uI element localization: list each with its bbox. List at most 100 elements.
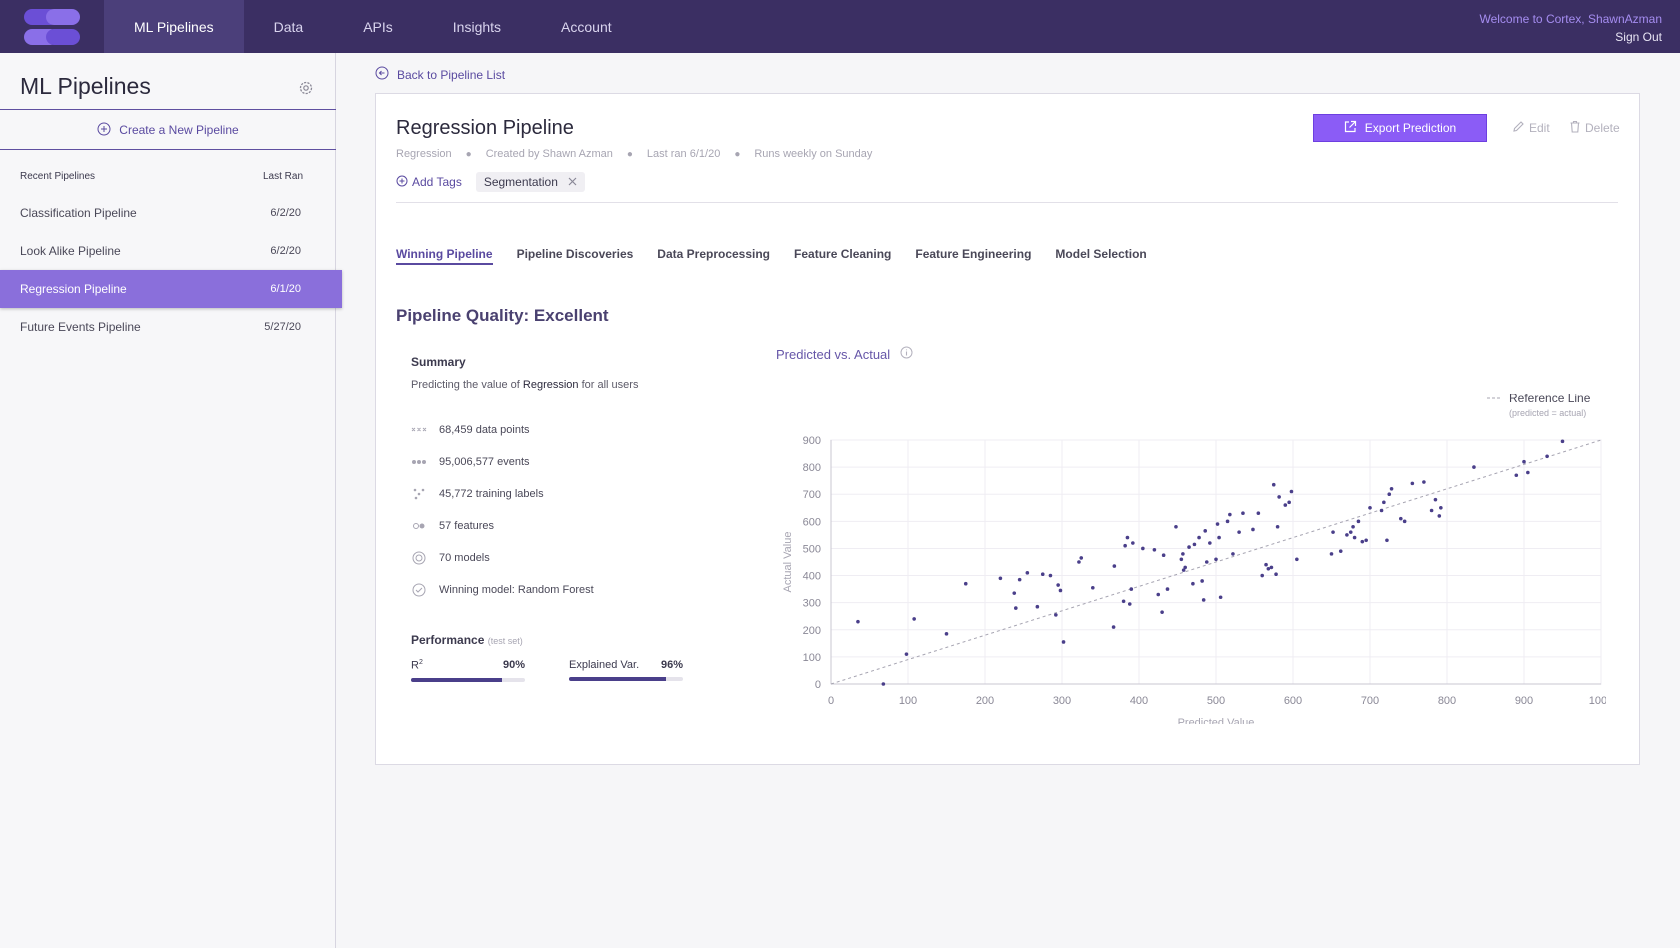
- data-point: [1035, 604, 1040, 609]
- back-to-list-link[interactable]: Back to Pipeline List: [375, 66, 505, 83]
- sidebar-item-date: 6/2/20: [270, 207, 301, 219]
- features-icon: [411, 519, 427, 533]
- tab-feature-engineering[interactable]: Feature Engineering: [915, 247, 1032, 261]
- sidebar-item-classification[interactable]: Classification Pipeline 6/2/20: [0, 194, 342, 232]
- data-point: [1127, 602, 1132, 606]
- summary-text: Predicting the value of Regression for a…: [411, 379, 638, 391]
- delete-button[interactable]: Delete: [1569, 120, 1620, 136]
- legend-sublabel: (predicted = actual): [1509, 408, 1586, 418]
- sidebar-item-future-events[interactable]: Future Events Pipeline 5/27/20: [0, 308, 342, 346]
- edit-button[interactable]: Edit: [1512, 120, 1550, 136]
- meta-last-ran: Last ran 6/1/20: [646, 148, 721, 160]
- data-point: [1131, 541, 1135, 545]
- stat-models: 70 models: [411, 551, 490, 565]
- data-point: [856, 619, 860, 624]
- page-title: Regression Pipeline: [396, 117, 574, 139]
- sidebar-item-date: 5/27/20: [264, 321, 301, 333]
- nav-ml-pipelines[interactable]: ML Pipelines: [104, 0, 244, 53]
- summary-target: Regression: [522, 379, 579, 391]
- sign-out-link[interactable]: Sign Out: [1615, 30, 1662, 44]
- create-pipeline-button[interactable]: Create a New Pipeline: [0, 110, 336, 150]
- data-point: [1385, 538, 1389, 543]
- data-point: [1181, 552, 1185, 556]
- data-point: [1345, 533, 1349, 537]
- arrow-left-circle-icon: [375, 66, 389, 83]
- tab-feature-cleaning[interactable]: Feature Cleaning: [794, 247, 892, 261]
- nav-apis[interactable]: APIs: [363, 18, 393, 35]
- stat-features: 57 features: [411, 519, 494, 533]
- y-tick-label: 200: [803, 625, 821, 637]
- data-point: [1225, 519, 1230, 524]
- data-point: [1061, 640, 1066, 644]
- data-point: [1351, 524, 1355, 529]
- data-point: [1289, 489, 1294, 494]
- data-point: [1402, 519, 1407, 524]
- sidebar-item-regression[interactable]: Regression Pipeline 6/1/20: [0, 270, 342, 308]
- data-point: [1165, 587, 1170, 591]
- data-point: [1329, 552, 1334, 556]
- y-tick-label: 600: [803, 516, 821, 528]
- data-point: [1399, 516, 1403, 521]
- stat-text: 57 features: [439, 520, 495, 532]
- stat-data-points: 68,459 data points: [411, 423, 530, 437]
- data-point: [1422, 480, 1426, 484]
- nav-insights[interactable]: Insights: [452, 18, 502, 35]
- data-point: [1360, 539, 1365, 544]
- data-point: [1271, 482, 1276, 487]
- nav-account[interactable]: Account: [561, 18, 612, 35]
- stat-text: 95,006,577 events: [439, 456, 530, 468]
- sidebar-item-label: Classification Pipeline: [20, 206, 137, 220]
- data-point: [1197, 535, 1201, 540]
- data-point: [1174, 524, 1178, 529]
- data-point: [1352, 535, 1357, 540]
- y-tick-label: 300: [803, 598, 821, 610]
- metric-label-text: R: [411, 659, 419, 672]
- export-prediction-button[interactable]: Export Prediction: [1313, 114, 1487, 142]
- tab-data-preprocessing[interactable]: Data Preprocessing: [657, 247, 771, 261]
- data-point: [1161, 553, 1166, 558]
- sidebar-item-label: Future Events Pipeline: [20, 320, 141, 334]
- metric-label: Explained Var.: [569, 659, 640, 671]
- delete-label: Delete: [1585, 121, 1620, 135]
- add-tags-button[interactable]: Add Tags: [396, 175, 462, 190]
- performance-label: Performance: [411, 633, 485, 647]
- data-point: [998, 576, 1003, 581]
- data-point: [1269, 565, 1274, 570]
- performance-heading: Performance (test set): [411, 633, 523, 647]
- data-point: [1123, 543, 1127, 548]
- gear-icon[interactable]: [298, 80, 314, 96]
- info-icon[interactable]: [900, 346, 913, 362]
- chart-title: Predicted vs. Actual: [776, 346, 891, 362]
- metric-value: 96%: [660, 659, 683, 671]
- data-point: [1204, 560, 1209, 564]
- tab-model-selection[interactable]: Model Selection: [1055, 247, 1147, 261]
- models-icon: [411, 551, 427, 565]
- data-point: [1200, 579, 1204, 583]
- data-point: [1183, 565, 1187, 570]
- data-point: [1433, 497, 1438, 502]
- data-point: [1295, 557, 1299, 562]
- data-point: [1260, 573, 1264, 578]
- nav-data[interactable]: Data: [273, 18, 304, 35]
- create-pipeline-label: Create a New Pipeline: [119, 123, 239, 137]
- tab-pipeline-discoveries[interactable]: Pipeline Discoveries: [516, 247, 634, 261]
- data-point: [1368, 505, 1372, 510]
- x-tick-label: 300: [1053, 695, 1071, 707]
- sidebar-item-look-alike[interactable]: Look Alike Pipeline 6/2/20: [0, 232, 342, 270]
- recent-pipelines-header: Recent Pipelines: [20, 171, 96, 182]
- y-tick-label: 500: [803, 543, 821, 555]
- data-point: [1054, 613, 1058, 617]
- user-area: Welcome to Cortex, ShawnAzman Sign Out: [1479, 10, 1662, 46]
- close-icon[interactable]: [568, 175, 577, 189]
- tab-winning-pipeline[interactable]: Winning Pipeline: [396, 247, 493, 265]
- progress-fill: [411, 677, 503, 682]
- sidebar-item-date: 6/2/20: [270, 245, 301, 257]
- summary-heading: Summary: [411, 355, 466, 369]
- cortex-logo[interactable]: [0, 0, 104, 53]
- data-point: [1382, 500, 1386, 505]
- summary-post: for all users: [578, 379, 639, 391]
- last-ran-header: Last Ran: [263, 171, 304, 182]
- winning-model-icon: [411, 583, 427, 597]
- metric-value: 90%: [502, 659, 525, 671]
